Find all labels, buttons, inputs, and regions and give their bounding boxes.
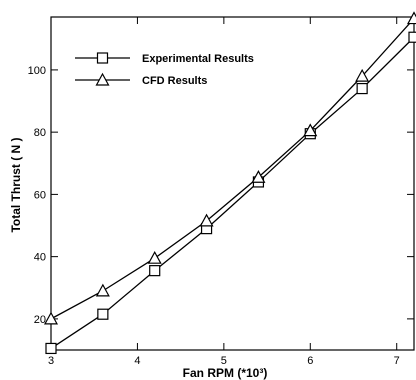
series-layer xyxy=(43,11,416,355)
triangle-marker xyxy=(95,283,110,297)
triangle-marker xyxy=(251,170,266,183)
triangle-marker xyxy=(406,11,416,25)
axis-ticks: 3 4 5 6 7 20 40 60 80 100 xyxy=(28,17,414,367)
y-tick-label: 20 xyxy=(34,314,46,326)
plot-area xyxy=(50,16,415,351)
square-marker xyxy=(408,31,416,43)
x-tick-label: 4 xyxy=(134,355,140,367)
legend-entry: Experimental Results xyxy=(75,52,254,65)
y-tick-label: 80 xyxy=(34,127,46,139)
series-line xyxy=(50,36,415,349)
x-tick-label: 5 xyxy=(221,355,227,367)
series-line xyxy=(50,18,415,320)
triangle-marker xyxy=(355,68,370,82)
x-axis-title: Fan RPM (*10³) xyxy=(183,366,268,380)
square-marker xyxy=(356,82,368,95)
triangle-marker xyxy=(199,213,214,227)
triangle-marker xyxy=(95,72,110,86)
square-marker xyxy=(149,265,161,277)
square-marker xyxy=(45,342,57,355)
legend-label: Experimental Results xyxy=(142,53,254,65)
y-tick-label: 60 xyxy=(34,189,46,201)
x-tick-label: 6 xyxy=(307,355,313,367)
legend: Experimental Results CFD Results xyxy=(75,52,254,87)
square-marker xyxy=(97,308,109,320)
x-tick-label: 3 xyxy=(48,355,54,367)
x-tick-label: 7 xyxy=(394,355,400,367)
triangle-marker xyxy=(303,123,318,137)
legend-label: CFD Results xyxy=(142,75,207,87)
legend-entry: CFD Results xyxy=(75,72,207,87)
series-1 xyxy=(45,31,416,355)
series-2 xyxy=(43,11,416,325)
y-tick-label: 100 xyxy=(28,65,46,77)
square-marker xyxy=(96,52,109,64)
y-axis-title: Total Thrust ( N ) xyxy=(9,137,23,232)
triangle-marker xyxy=(147,250,162,264)
triangle-marker xyxy=(43,311,59,325)
y-tick-label: 40 xyxy=(34,252,46,264)
